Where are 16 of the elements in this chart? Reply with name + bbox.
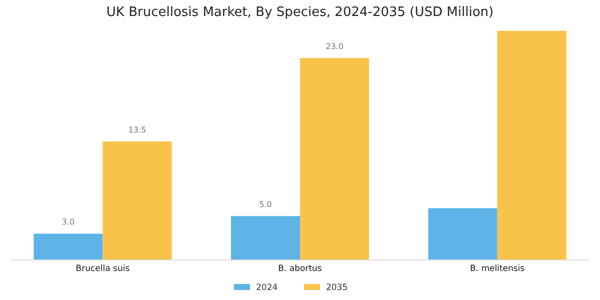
bar bbox=[230, 216, 300, 260]
data-label: 23.0 bbox=[326, 42, 344, 51]
x-tick-label: Brucella suis bbox=[76, 264, 130, 274]
data-label: 13.5 bbox=[128, 125, 146, 134]
x-tick-label: B. melitensis bbox=[470, 264, 526, 274]
bar bbox=[102, 141, 172, 260]
legend-label: 2024 bbox=[256, 283, 278, 293]
chart-title: UK Brucellosis Market, By Species, 2024-2035 (USD Million) bbox=[106, 5, 494, 20]
legend-label: 2035 bbox=[326, 283, 348, 293]
bar bbox=[34, 234, 103, 260]
bar bbox=[497, 30, 566, 260]
data-label: 5.0 bbox=[259, 200, 272, 210]
bar bbox=[428, 208, 498, 260]
bar bbox=[300, 58, 370, 260]
data-label: 3.0 bbox=[62, 218, 75, 227]
x-tick-label: B. abortus bbox=[278, 264, 322, 274]
